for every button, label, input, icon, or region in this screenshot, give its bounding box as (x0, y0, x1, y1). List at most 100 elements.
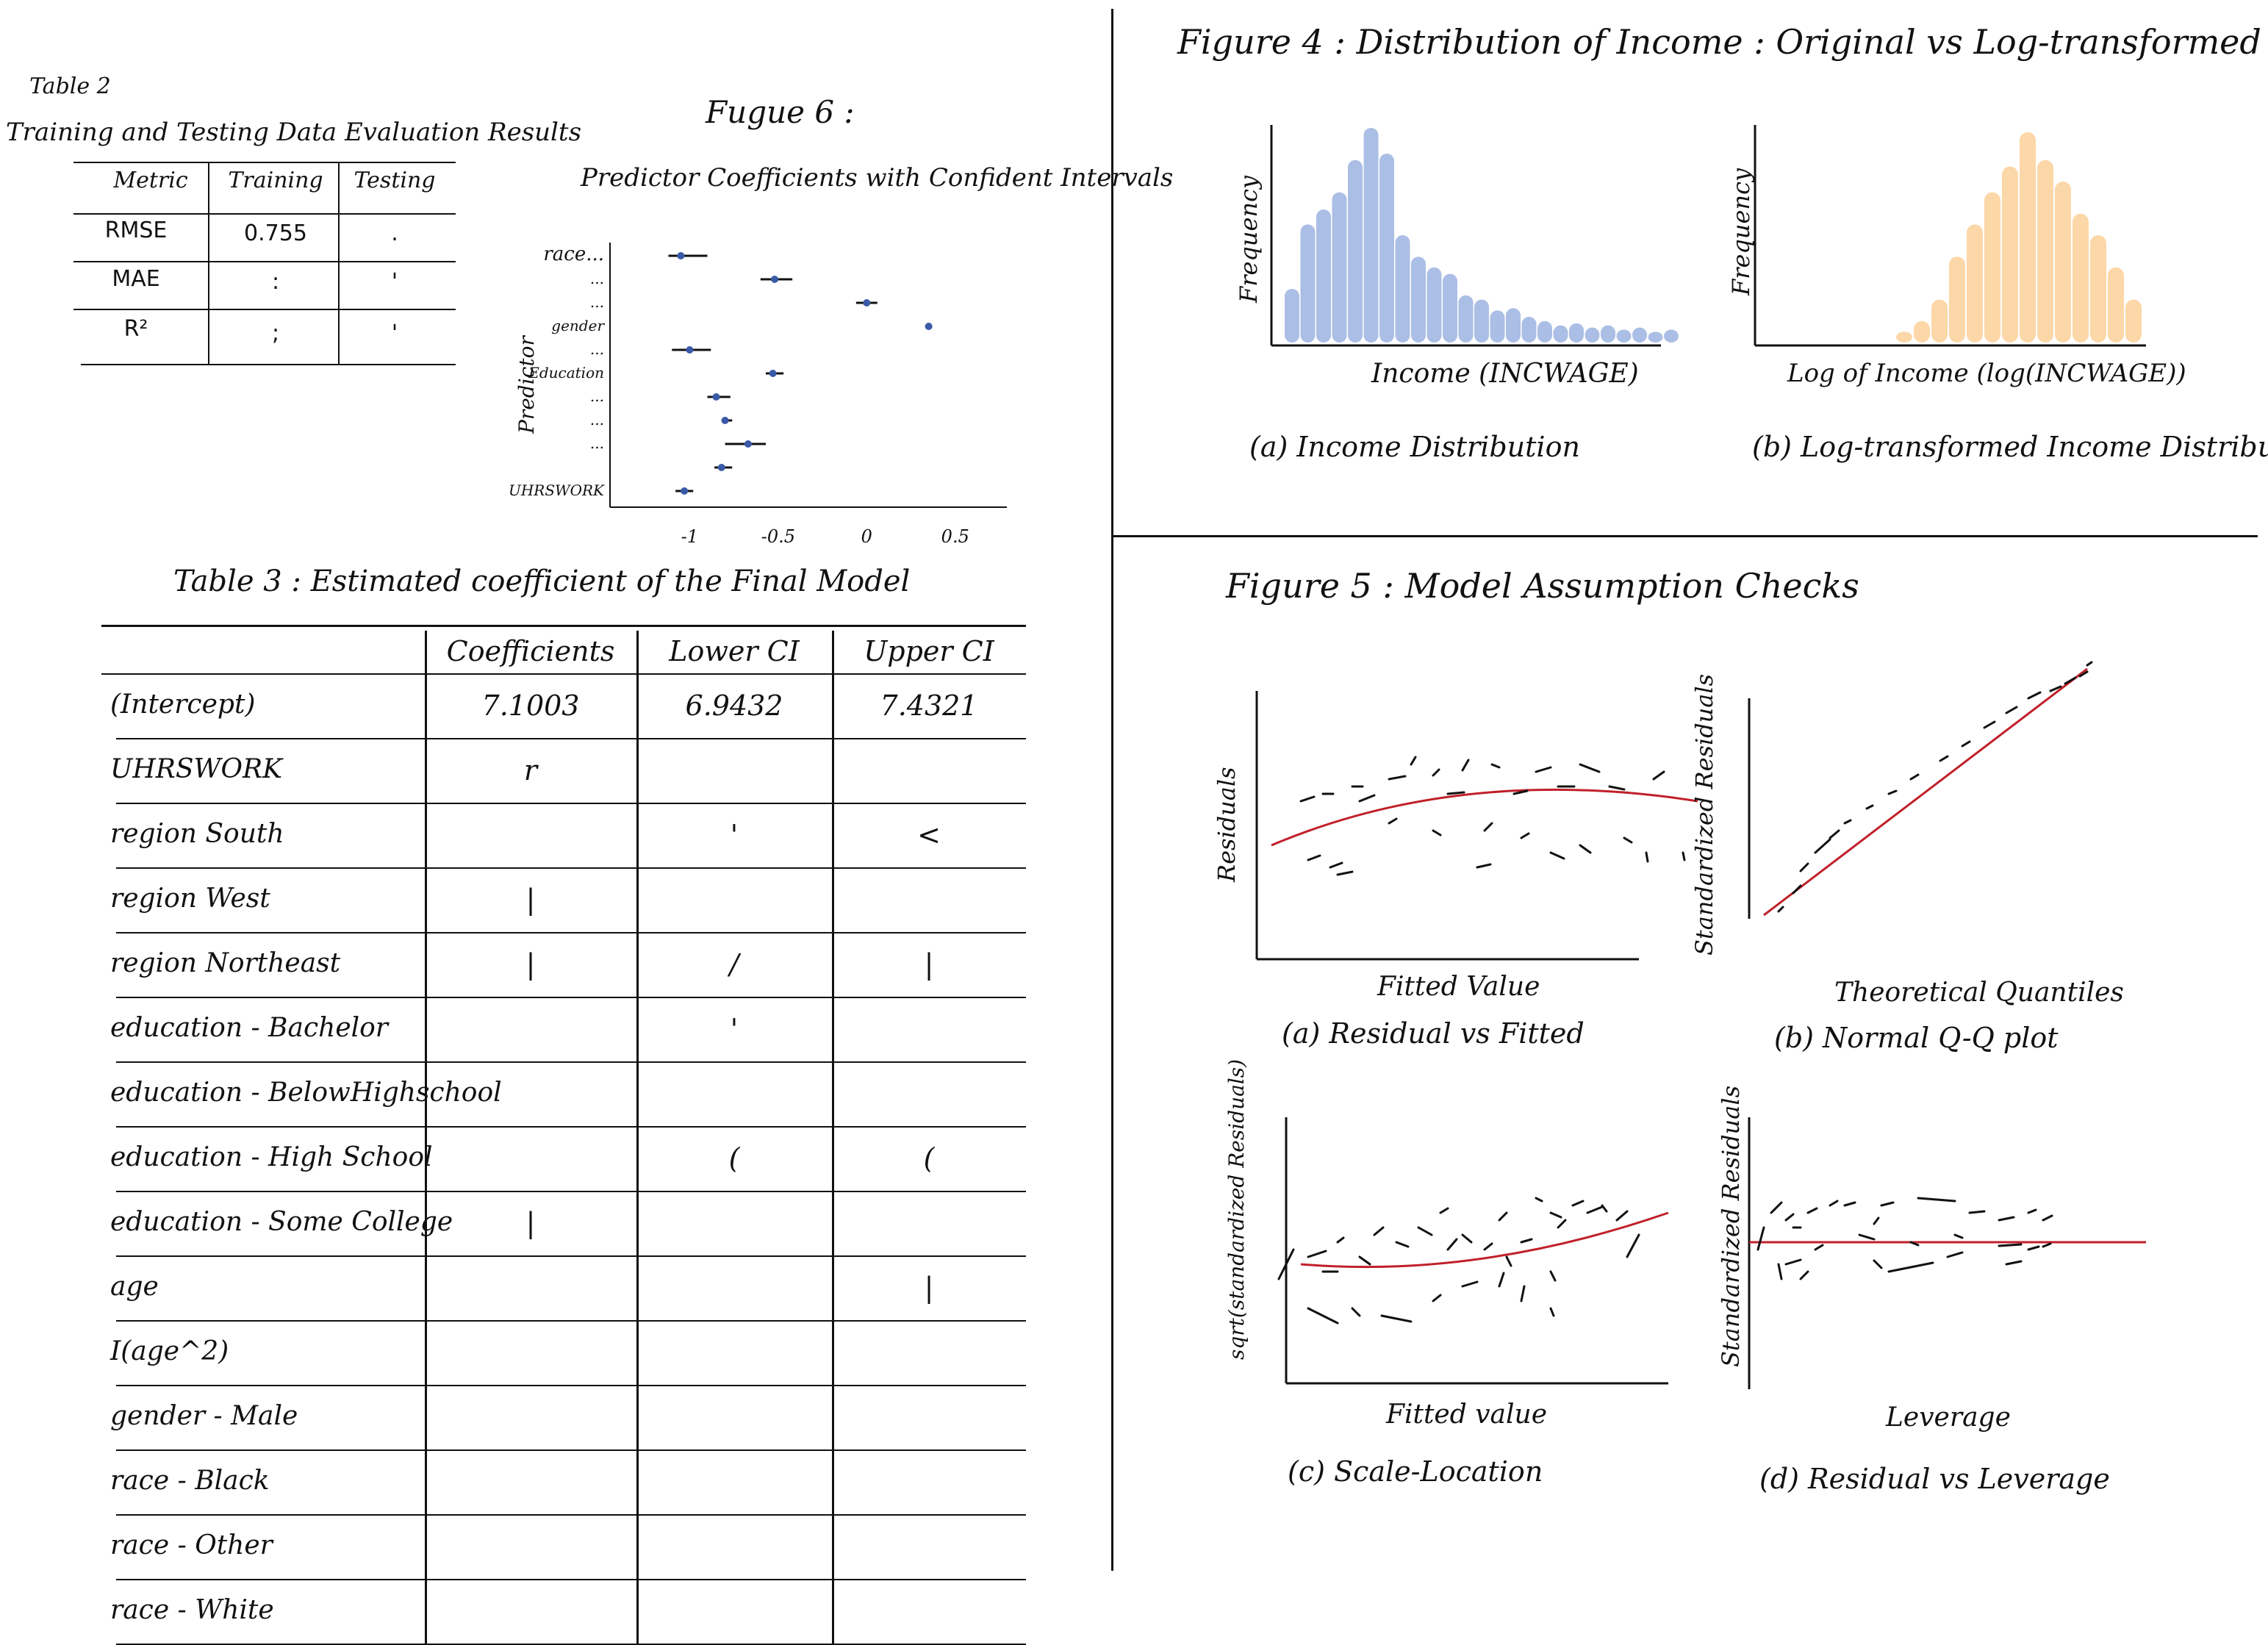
histogram-bar (1490, 310, 1505, 343)
table3-row-rule (116, 1579, 1026, 1580)
residual-point (1887, 789, 1898, 795)
table3-cell: / (729, 948, 739, 981)
figure6-ylabel: Predictor (514, 336, 539, 434)
residual-point (1626, 1233, 1640, 1258)
table3-cell: | (525, 948, 536, 981)
coef-point (721, 417, 729, 424)
x-tick-label: -0.5 (761, 526, 795, 547)
figure5b-xlabel: Theoretical Quantiles (1834, 978, 2124, 1008)
table3-row-label: age (110, 1272, 159, 1302)
table3-row-label: education - High School (110, 1142, 433, 1172)
residual-point (1299, 795, 1316, 803)
histogram-bar (1427, 267, 1442, 343)
histogram-bar (1616, 329, 1632, 343)
residual-point (1461, 1233, 1473, 1244)
table3-row-label: I(age^2) (110, 1336, 229, 1366)
y-tick-label: ... (590, 434, 604, 452)
y-tick-label: ... (590, 270, 604, 287)
histogram-bar (1458, 295, 1474, 343)
figure6-title: Predictor Coefficients with Confident In… (581, 163, 1174, 193)
table3-row-rule (116, 867, 1026, 869)
residual-point (2005, 1260, 2023, 1266)
residual-point (1373, 1226, 1385, 1236)
table3-col-rule (832, 631, 834, 1644)
residual-point (2027, 691, 2042, 700)
x-tick-label: 0 (861, 526, 872, 547)
figure4a-ylabel: Frequency (1235, 175, 1263, 303)
table3-row-label: race - Black (110, 1466, 270, 1496)
residual-point (1307, 854, 1321, 861)
residual-point (2027, 1245, 2040, 1251)
y-tick-label: ... (590, 340, 604, 358)
residual-point (1777, 906, 1784, 913)
table3-row-label: region Northeast (110, 948, 341, 978)
residual-point (1351, 1307, 1361, 1317)
residual-point (1410, 756, 1417, 766)
figure4b-chart (1754, 125, 2146, 347)
residual-point (1535, 766, 1552, 773)
y-tick-label: ... (590, 293, 604, 311)
figure5a-ylabel: Residuals (1213, 767, 1241, 882)
coef-point (863, 299, 871, 307)
figure5c-xlabel: Fitted value (1386, 1399, 1548, 1430)
residual-point (1829, 829, 1840, 839)
residual-point (1579, 844, 1592, 854)
histogram-bar (1411, 257, 1426, 343)
histogram-bar (1664, 329, 1679, 343)
figure5-title: Figure 5 : Model Assumption Checks (1226, 566, 1859, 606)
residual-point (2086, 661, 2093, 667)
residual-point (1498, 1272, 1505, 1288)
figure6-label: Fugue 6 : (706, 94, 855, 130)
histogram-bar (1300, 224, 1316, 343)
table3-header: Coefficients (446, 635, 615, 667)
histogram-bar (1348, 160, 1363, 343)
coef-point (717, 464, 725, 471)
histogram-bar (1949, 257, 1965, 343)
figure5c-chart (1277, 1117, 1669, 1385)
residual-point (1388, 817, 1398, 825)
table3-cell: ' (730, 1013, 739, 1045)
center-divider (1111, 9, 1113, 1571)
table3-row-rule (116, 1191, 1026, 1192)
residual-point (2042, 1214, 2053, 1222)
residual-point (1909, 1241, 1920, 1247)
table2-cell: 0.755 (244, 221, 307, 246)
residual-point (1432, 768, 1440, 777)
fit-curve (1300, 1211, 1669, 1269)
histogram-bar (1553, 325, 1568, 343)
reference-line (1763, 667, 2088, 917)
histogram-bar (1537, 320, 1552, 343)
residual-point (1799, 1270, 1809, 1280)
residual-point (1512, 789, 1529, 795)
figure5c-caption: (c) Scale-Location (1288, 1455, 1543, 1488)
residual-point (2027, 1208, 2037, 1214)
residual-point (1784, 1213, 1795, 1222)
residual-point (1549, 1307, 1555, 1317)
table2-header-training: Training (228, 168, 323, 193)
histogram-bar (1632, 327, 1647, 343)
figure5c-ylabel: sqrt(standardized Residuals) (1224, 1058, 1249, 1360)
table2-cell: RMSE (104, 218, 168, 243)
residual-point (1432, 1294, 1442, 1302)
residual-point (1645, 851, 1649, 863)
residual-point (1843, 819, 1852, 825)
table3-cell: ( (728, 1142, 740, 1175)
table3-cell: < (917, 819, 941, 851)
table3-row-label: UHRSWORK (110, 754, 283, 784)
table3-row-rule (116, 997, 1026, 998)
histogram-bar (2125, 299, 2142, 343)
residual-point (1432, 829, 1442, 836)
x-tick-label: 0.5 (941, 526, 969, 547)
table3-row-label: gender - Male (110, 1401, 298, 1431)
table3-cell: 7.4321 (880, 689, 978, 722)
histogram-bar (1285, 289, 1299, 343)
histogram-bar (1967, 224, 1983, 343)
table3-top-rule (101, 625, 1026, 627)
residual-point (1277, 1248, 1295, 1280)
table3-cell: ( (923, 1142, 935, 1175)
residual-point (1998, 1216, 2015, 1222)
table3-row-rule (116, 1061, 1026, 1063)
figure5b-ylabel: Standardized Residuals (1690, 673, 1718, 956)
table3-row-label: education - Some College (110, 1207, 453, 1237)
figure5d-caption: (d) Residual vs Leverage (1759, 1463, 2110, 1495)
